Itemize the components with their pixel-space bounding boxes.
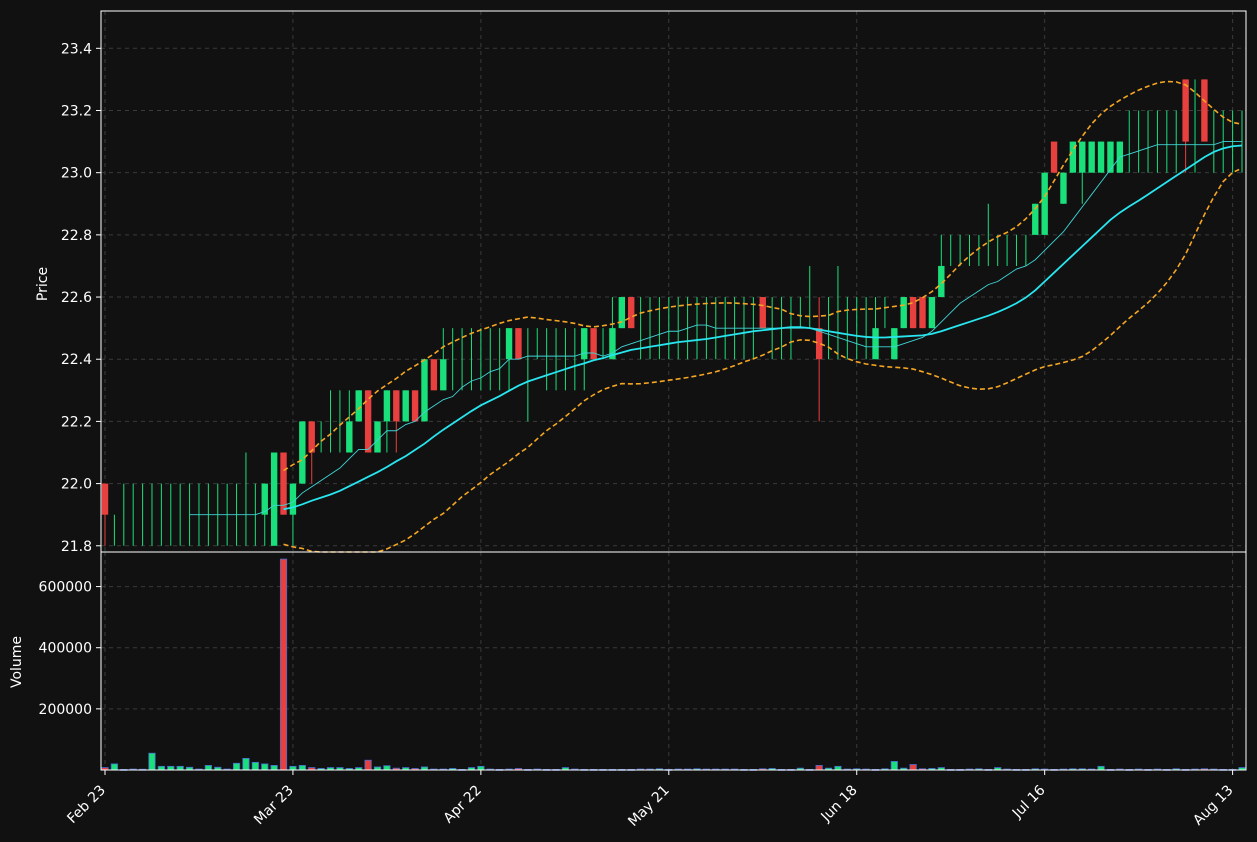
candle-body [402,390,409,422]
price-indicators [189,80,1243,553]
price-tick-label: 23.2 [61,103,92,119]
volume-bar [148,752,156,771]
volume-bar [890,761,898,771]
candle-body [1079,141,1086,173]
volume-bar [232,762,241,771]
volume-bar [270,765,278,771]
price-axis-label: Price [35,267,51,301]
candle-body [1182,79,1189,142]
candle-body [299,421,306,484]
volume-bar [167,765,175,771]
candle-body [364,390,372,453]
volume-tick-label: 400000 [39,641,92,657]
volume-bar [261,763,269,771]
volume-bar [242,757,250,771]
candle-body [1041,172,1048,235]
volume-tick-label: 200000 [39,702,92,718]
volume-bar [204,765,212,771]
candle-body [581,328,588,360]
candle-body [289,483,297,515]
volume-tick-label: 600000 [39,580,92,596]
candle-body [909,297,917,329]
candle-body [1032,203,1039,235]
candle-body [1088,141,1095,173]
bollinger-upper-line [283,80,1243,472]
volume-axis-label: Volume [9,636,25,688]
moving-average-fast-line [189,141,1242,516]
price-tick-label: 22.2 [61,414,92,430]
candle-body [1060,172,1067,204]
price-candles [101,79,1243,546]
candle-body [590,328,597,360]
candle-body [1050,141,1058,173]
price-tick-label: 22.0 [61,477,92,493]
candle-body [1201,79,1208,142]
candle-body [430,359,438,391]
candle-body [383,390,391,422]
price-tick-label: 22.8 [61,228,92,244]
price-tick-label: 23.0 [61,166,92,182]
volume-bar [176,765,184,771]
candle-body [261,483,268,515]
candle-body [411,390,419,422]
candle-body [270,452,278,546]
volume-bar [815,765,823,771]
price-axis-ticks: 21.8 22.0 22.2 22.4 22.6 22.8 23.0 23.2 23.4 [61,41,101,555]
candle-body [759,297,766,329]
candle-body [515,328,522,360]
price-tick-label: 21.8 [61,539,92,555]
candle-body [101,483,109,515]
candle-body [628,297,635,329]
candle-body [1069,141,1077,173]
candle-body [938,265,945,298]
volume-panel-frame [100,551,1247,771]
price-tick-label: 22.4 [61,352,92,368]
candle-body [1107,141,1114,173]
volume-bar [289,765,297,771]
candle-body [421,359,428,422]
candle-body [280,452,287,515]
candle-body [505,328,513,360]
volume-bar [1097,765,1105,771]
volume-bar [279,558,288,771]
candle-body [346,421,353,453]
volume-bar [251,761,259,771]
candle-body [815,328,823,360]
volume-axis-ticks: 200000 400000 600000 [39,580,101,718]
candle-body [374,421,381,453]
volume-grid [101,552,1246,770]
bollinger-lower-line [283,167,1243,553]
moving-average-slow-line [283,144,1243,511]
candle-body [928,297,936,329]
candle-body [1097,141,1105,173]
price-tick-label: 22.6 [61,290,92,306]
candle-body [308,421,315,453]
candle-body [355,390,362,422]
volume-bar [909,764,917,771]
volume-bar [110,763,118,771]
volume-bar [157,765,165,771]
candle-body [919,297,926,329]
candle-body [872,328,879,360]
volume-bar [834,765,842,771]
volume-bar [364,759,372,771]
candle-body [900,297,907,329]
price-tick-label: 23.4 [61,41,92,57]
candle-body [440,359,447,391]
volume-bar [477,765,485,771]
volume-bar [383,765,391,771]
candle-body [609,328,616,360]
candle-body [891,328,898,360]
volume-bar [298,765,306,771]
candle-body [393,390,400,422]
candle-body [618,297,626,329]
